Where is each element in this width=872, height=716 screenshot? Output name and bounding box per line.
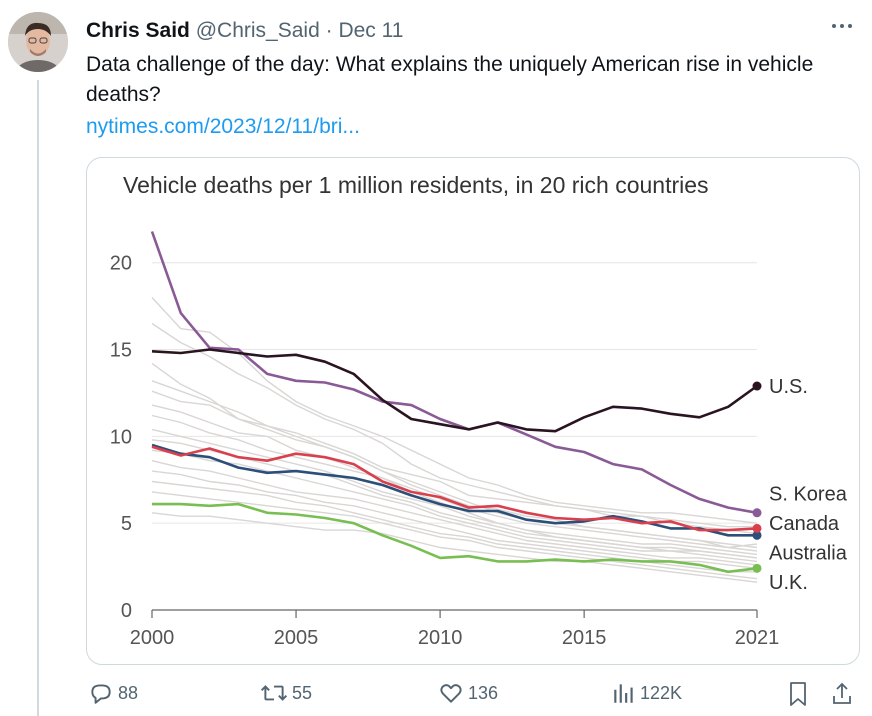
author-handle[interactable]: @Chris_Said [195, 19, 320, 42]
x-tick-label-2015: 2015 [562, 627, 607, 649]
series-endpoint-skorea [752, 508, 762, 518]
more-horizontal-icon[interactable] [830, 14, 854, 44]
series-line-us [151, 348, 758, 433]
series-line-other-3 [151, 362, 758, 535]
y-tick-label-20: 20 [110, 253, 132, 275]
y-tick-label-10: 10 [110, 426, 132, 448]
series-endpoint-australia [752, 530, 762, 540]
series-label-us: U.S. [769, 376, 808, 398]
series-endpoint-canada [752, 523, 762, 533]
chart-title: Vehicle deaths per 1 million residents, … [123, 172, 709, 198]
series-line-australia [151, 443, 757, 537]
series-line-other-12 [151, 470, 758, 569]
line-chart: 0 5 10 15 20 2000 2005 2010 2015 2021 U.K. Australi… [110, 231, 848, 649]
series-line-uk [152, 502, 758, 574]
separator-dot: · [325, 19, 333, 42]
series-line-other-2 [151, 322, 757, 528]
tweet-text: Data challenge of the day: What explains… [86, 53, 814, 106]
views-button[interactable]: 122K [612, 680, 682, 706]
repost-count: 55 [292, 682, 313, 703]
y-tick-label-15: 15 [110, 340, 132, 362]
series-line-other-6 [151, 404, 758, 552]
reply-button[interactable]: 88 [88, 680, 138, 706]
series-label-canada: Canada [769, 513, 840, 535]
like-button[interactable]: 136 [438, 680, 498, 706]
analytics-icon [614, 684, 633, 703]
repost-icon [260, 685, 288, 701]
series-line-other-15 [151, 512, 758, 583]
series-line-other-9 [151, 439, 758, 559]
author-name[interactable]: Chris Said [86, 19, 190, 42]
reply-icon [91, 684, 111, 704]
series-endpoint-us [752, 381, 762, 391]
like-count: 136 [468, 682, 499, 703]
series-line-other-5 [151, 390, 758, 549]
series-line-other-10 [151, 449, 758, 563]
avatar-image [8, 12, 68, 72]
x-tick-label-2000: 2000 [130, 627, 175, 649]
x-tick-label-2021: 2021 [735, 627, 780, 649]
bookmark-button[interactable] [786, 680, 810, 708]
bookmark-icon [790, 682, 806, 706]
tweet-link[interactable]: nytimes.com/2023/12/11/bri... [86, 115, 360, 138]
avatar[interactable] [8, 12, 68, 72]
thread-line [37, 80, 39, 716]
x-tick-label-2005: 2005 [274, 627, 319, 649]
x-tick-label-2010: 2010 [418, 627, 463, 649]
repost-button[interactable]: 55 [260, 680, 312, 706]
tweet-header: Chris Said @Chris_Said · Dec 11 [86, 18, 403, 44]
series-label-skorea: S. Korea [769, 484, 848, 506]
y-tick-label-0: 0 [121, 600, 132, 622]
chart-card[interactable]: Vehicle deaths per 1 million residents, … [86, 157, 860, 665]
series-line-other-14 [151, 491, 758, 580]
reply-count: 88 [118, 682, 139, 703]
y-tick-label-5: 5 [121, 513, 132, 535]
series-label-uk: U.K. [769, 572, 808, 594]
series-line-other-1 [151, 297, 758, 524]
tweet-actions: 88 55 136 122K [86, 680, 858, 716]
series-line-canada [151, 445, 758, 532]
series-line-skorea [150, 231, 758, 515]
series-line-other-8 [151, 428, 758, 559]
series-line-other-11 [151, 460, 758, 566]
share-icon [833, 682, 851, 704]
heart-icon [440, 684, 462, 703]
share-button[interactable] [830, 680, 854, 708]
series-label-australia: Australia [769, 543, 848, 565]
series-line-other-13 [151, 480, 757, 573]
series-endpoint-uk [752, 563, 762, 573]
view-count: 122K [640, 682, 683, 703]
tweet-date[interactable]: Dec 11 [338, 19, 404, 42]
